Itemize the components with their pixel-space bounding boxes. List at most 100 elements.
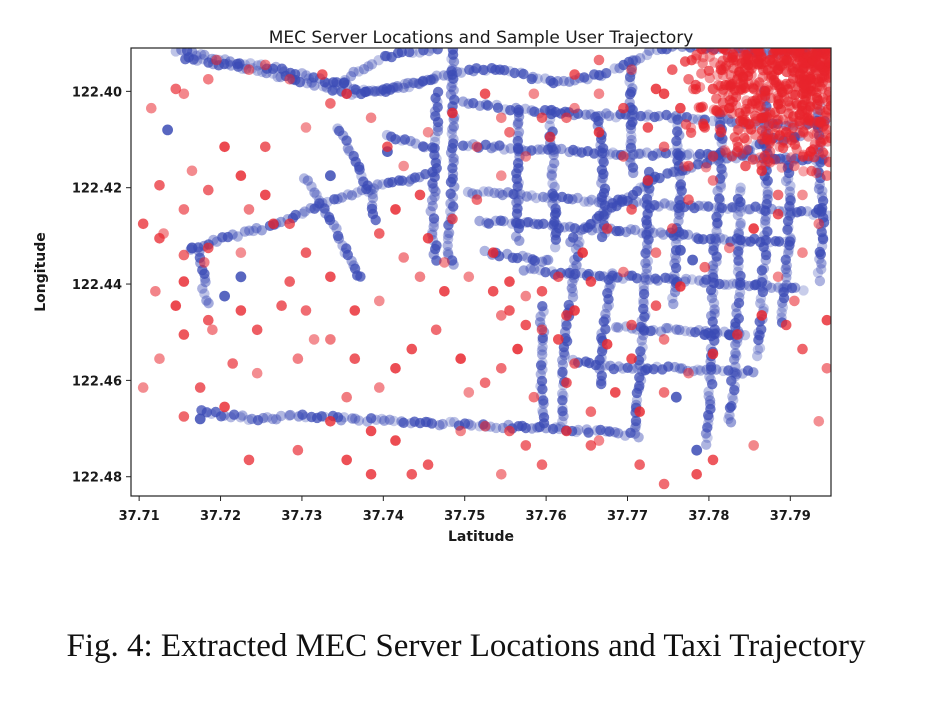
- server-point: [390, 363, 401, 374]
- trajectory-point: [608, 363, 619, 375]
- trajectory-point: [748, 367, 759, 378]
- trajectory-point: [635, 321, 646, 333]
- server-point: [741, 144, 752, 155]
- server-point: [773, 99, 784, 110]
- server-point: [794, 127, 805, 139]
- trajectory-point: [370, 214, 381, 226]
- trajectory-point: [407, 48, 418, 58]
- server-point: [284, 74, 296, 85]
- trajectory-point: [729, 385, 740, 396]
- server-point: [724, 102, 735, 114]
- trajectory-point: [699, 329, 711, 340]
- trajectory-point: [773, 236, 785, 247]
- trajectory-point: [316, 411, 327, 422]
- server-point: [199, 257, 210, 268]
- trajectory-point: [219, 58, 230, 70]
- trajectory-point: [252, 60, 263, 71]
- server-point: [760, 84, 771, 95]
- server-point: [504, 276, 515, 287]
- trajectory-point: [641, 111, 652, 122]
- figure-caption: Fig. 4: Extracted MEC Server Locations a…: [66, 628, 866, 664]
- server-point: [203, 184, 214, 196]
- trajectory-point: [754, 343, 766, 354]
- trajectory-point: [557, 366, 568, 378]
- trajectory-point: [702, 432, 713, 443]
- trajectory-point: [757, 286, 769, 298]
- trajectory-point: [297, 208, 308, 219]
- trajectory-point: [558, 410, 569, 422]
- server-point: [807, 48, 818, 59]
- server-point: [667, 64, 678, 75]
- server-point: [764, 119, 775, 130]
- x-tick-label: 37.74: [363, 509, 404, 524]
- trajectory-point: [505, 105, 516, 116]
- trajectory-point: [499, 65, 510, 76]
- trajectory-point: [756, 277, 768, 288]
- trajectory-point: [203, 298, 214, 309]
- server-point: [390, 435, 401, 446]
- trajectory-point: [648, 364, 659, 375]
- trajectory-point: [796, 206, 807, 217]
- trajectory-point: [732, 210, 744, 221]
- trajectory-point: [611, 322, 622, 333]
- trajectory-point: [463, 418, 474, 430]
- trajectory-point: [537, 332, 548, 344]
- server-point: [634, 406, 645, 418]
- server-point: [178, 276, 190, 287]
- server-point: [276, 300, 287, 312]
- trajectory-point: [670, 262, 682, 274]
- trajectory-point: [297, 409, 308, 420]
- trajectory-point: [712, 217, 723, 229]
- trajectory-point: [538, 306, 549, 317]
- server-point: [703, 65, 715, 77]
- trajectory-point: [299, 206, 310, 217]
- server-point: [771, 114, 782, 126]
- trajectory-point: [711, 251, 722, 262]
- trajectory-point: [631, 387, 643, 399]
- server-point: [764, 54, 776, 66]
- trajectory-point: [466, 420, 477, 431]
- trajectory-point: [752, 350, 763, 362]
- server-point: [536, 459, 548, 471]
- x-axis-label: Latitude: [448, 529, 514, 545]
- trajectory-point: [302, 175, 313, 186]
- server-point: [797, 247, 808, 258]
- server-point: [284, 218, 296, 230]
- trajectory-point: [648, 324, 659, 336]
- trajectory-point: [784, 240, 795, 251]
- trajectory-point: [663, 361, 674, 372]
- trajectory-point: [671, 233, 682, 244]
- trajectory-point: [813, 183, 825, 195]
- server-point: [811, 128, 822, 139]
- trajectory-point: [537, 191, 549, 203]
- trajectory-point: [625, 142, 637, 153]
- trajectory-point: [363, 85, 374, 97]
- server-point: [642, 175, 654, 186]
- server-point: [715, 64, 727, 75]
- trajectory-point: [258, 412, 269, 424]
- server-point: [487, 286, 499, 297]
- server-point: [732, 329, 743, 340]
- server-point: [406, 343, 418, 355]
- server-point: [178, 204, 190, 215]
- trajectory-point: [407, 77, 419, 89]
- trajectory-point: [456, 67, 467, 78]
- trajectory-point: [570, 268, 581, 280]
- trajectory-point: [431, 70, 442, 81]
- trajectory-point: [417, 141, 429, 152]
- trajectory-point: [609, 63, 620, 74]
- trajectory-point: [428, 217, 440, 228]
- trajectory-point: [603, 294, 614, 305]
- trajectory-point: [536, 375, 548, 387]
- trajectory-point: [641, 193, 653, 204]
- server-point: [719, 145, 730, 156]
- trajectory-point: [428, 74, 439, 85]
- trajectory-point: [674, 363, 686, 374]
- trajectory-point: [557, 395, 568, 406]
- trajectory-point: [350, 413, 361, 424]
- trajectory-point: [760, 254, 771, 266]
- server-point: [747, 154, 759, 165]
- server-point: [708, 48, 719, 56]
- trajectory-point: [814, 275, 826, 287]
- trajectory-point: [495, 215, 506, 226]
